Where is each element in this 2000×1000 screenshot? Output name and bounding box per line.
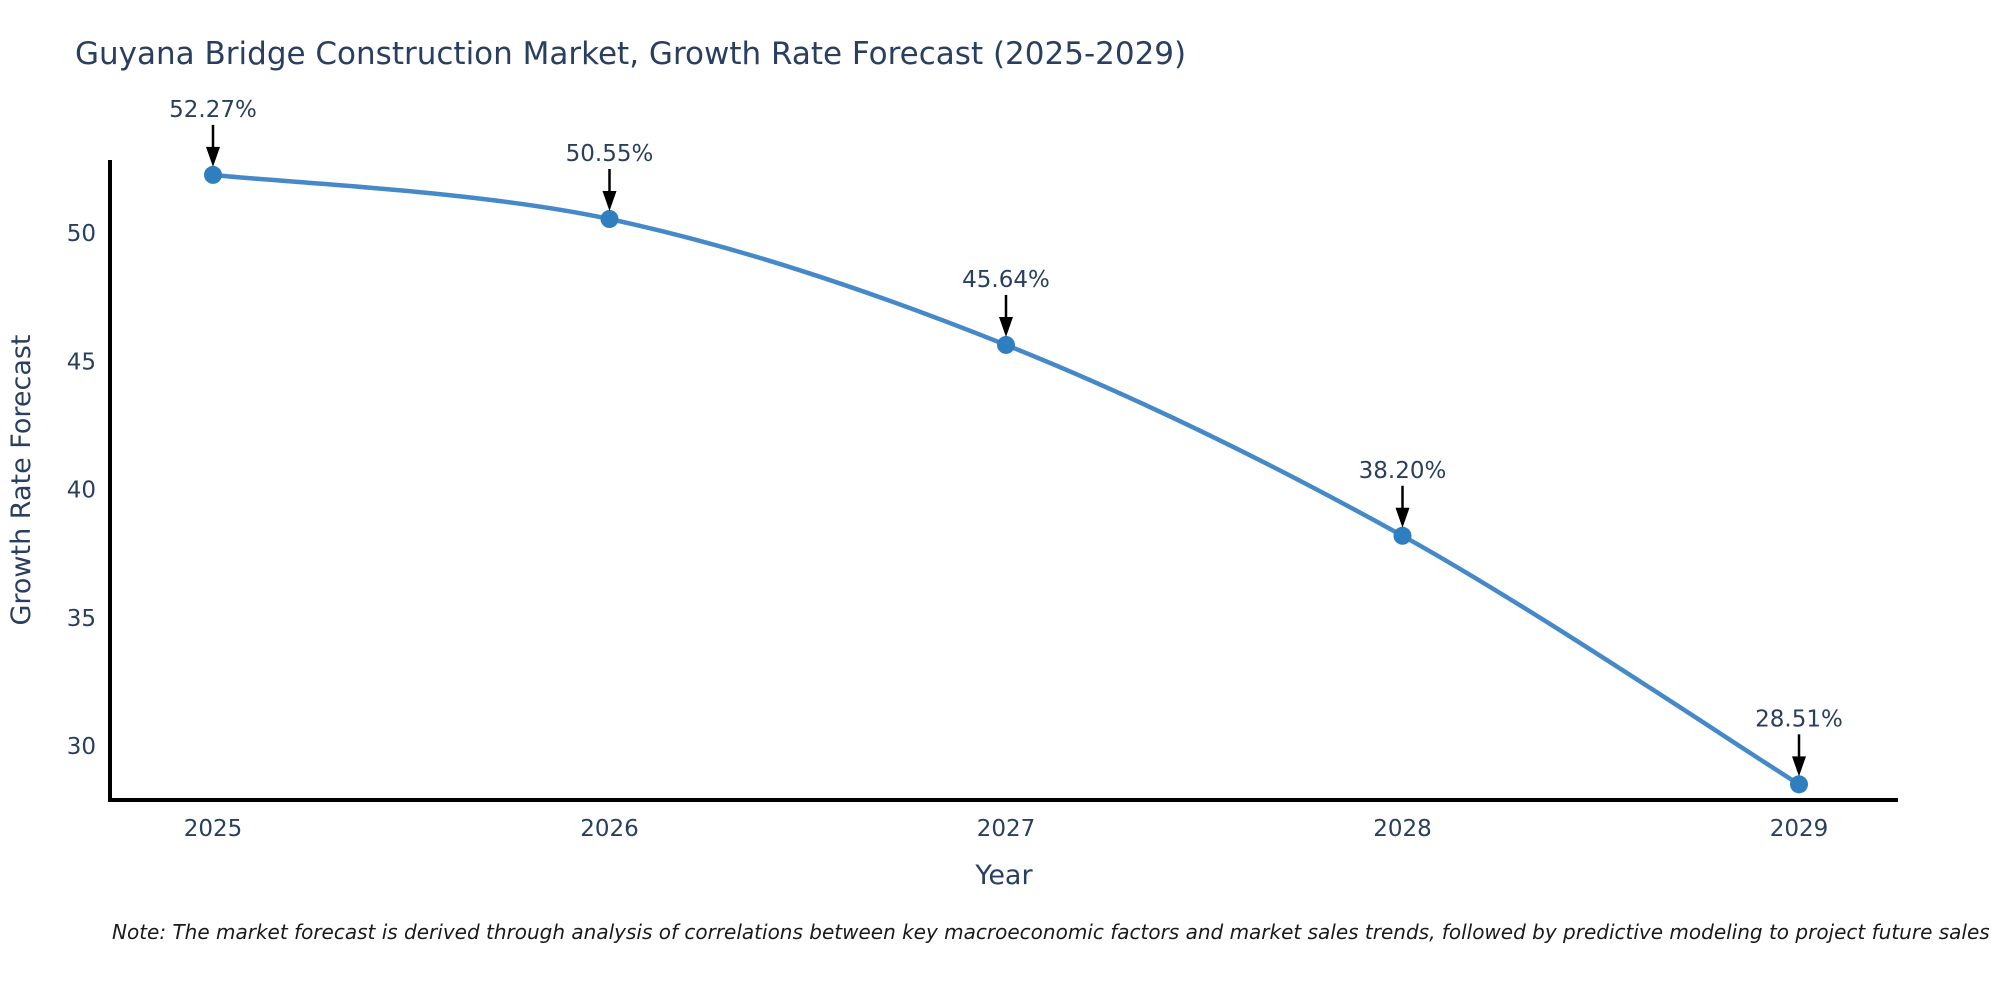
data-point-label: 38.20% <box>1359 458 1447 484</box>
annotation-arrowhead-icon <box>1792 756 1806 777</box>
data-point-label: 45.64% <box>962 267 1050 293</box>
data-point-label: 52.27% <box>169 97 257 123</box>
y-axis-title: Growth Rate Forecast <box>6 334 37 625</box>
x-tick-label: 2026 <box>580 816 639 842</box>
data-point-marker <box>204 165 222 184</box>
x-tick-label: 2025 <box>184 816 243 842</box>
x-tick-label: 2028 <box>1373 816 1432 842</box>
data-point-marker <box>1790 775 1808 794</box>
y-tick-label: 45 <box>67 349 96 375</box>
x-tick-label: 2027 <box>977 816 1036 842</box>
data-point-marker <box>997 335 1015 354</box>
y-tick-label: 50 <box>67 221 96 247</box>
annotation-arrowhead-icon <box>999 316 1013 337</box>
data-point-label: 50.55% <box>566 141 654 167</box>
data-point-marker <box>600 209 619 228</box>
annotation-arrowhead-icon <box>206 146 220 167</box>
y-tick-label: 30 <box>67 734 96 760</box>
annotation-arrowhead-icon <box>1395 507 1410 528</box>
chart-footnote: Note: The market forecast is derived thr… <box>112 920 1990 944</box>
y-tick-label: 40 <box>67 478 96 504</box>
x-axis-title: Year <box>974 860 1033 891</box>
data-point-marker <box>1393 526 1412 545</box>
annotation-arrowhead-icon <box>602 190 617 211</box>
chart-title: Guyana Bridge Construction Market, Growt… <box>75 36 1187 72</box>
y-tick-label: 35 <box>67 606 96 632</box>
data-point-label: 28.51% <box>1755 706 1843 732</box>
x-tick-label: 2029 <box>1770 816 1829 842</box>
